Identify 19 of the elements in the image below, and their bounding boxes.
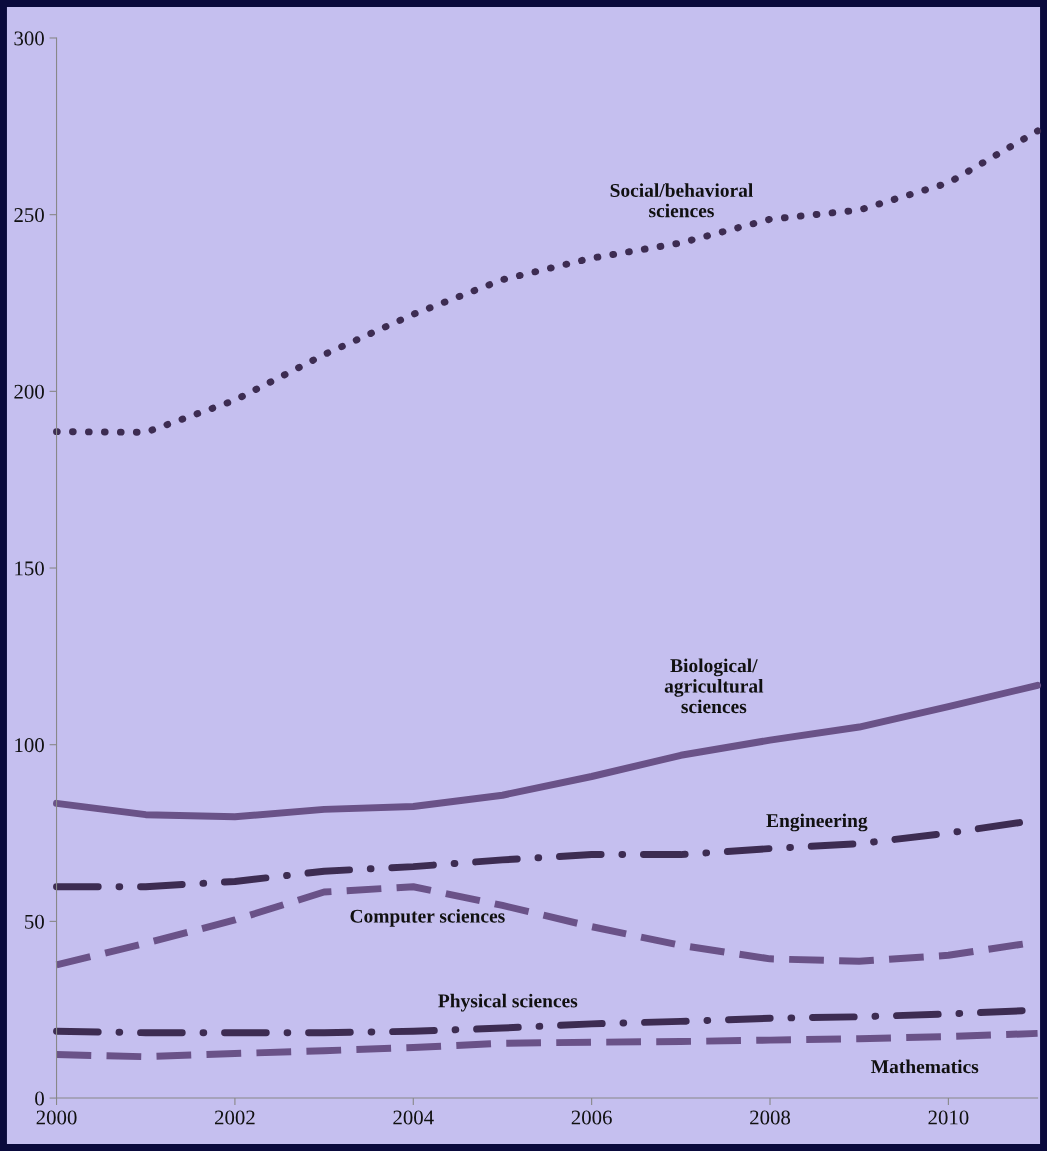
- x-tick-label: 2004: [393, 1110, 434, 1125]
- y-tick-label: 250: [14, 208, 44, 223]
- y-tick-label: 50: [25, 914, 44, 929]
- x-tick-label: 2006: [571, 1110, 612, 1125]
- annotation: Social/behavioral sciences: [610, 183, 753, 218]
- annotation: Biological/ agricultural sciences: [664, 658, 764, 714]
- annotation: Engineering: [766, 813, 868, 832]
- annotation: Mathematics: [871, 1059, 979, 1074]
- x-tick-label: 2008: [750, 1110, 791, 1125]
- y-tick-label: 100: [15, 738, 44, 753]
- y-tick-label: 150: [15, 561, 44, 576]
- y-tick-label: 0: [35, 1091, 44, 1106]
- y-tick-label: 200: [14, 384, 44, 399]
- annotation: Physical sciences: [438, 993, 578, 1012]
- y-tick-label: 300: [14, 31, 44, 46]
- x-tick-label: 2010: [928, 1110, 969, 1125]
- x-tick-label: 2000: [36, 1110, 77, 1125]
- x-tick-label: 2002: [214, 1110, 255, 1125]
- annotation: Computer sciences: [350, 909, 505, 927]
